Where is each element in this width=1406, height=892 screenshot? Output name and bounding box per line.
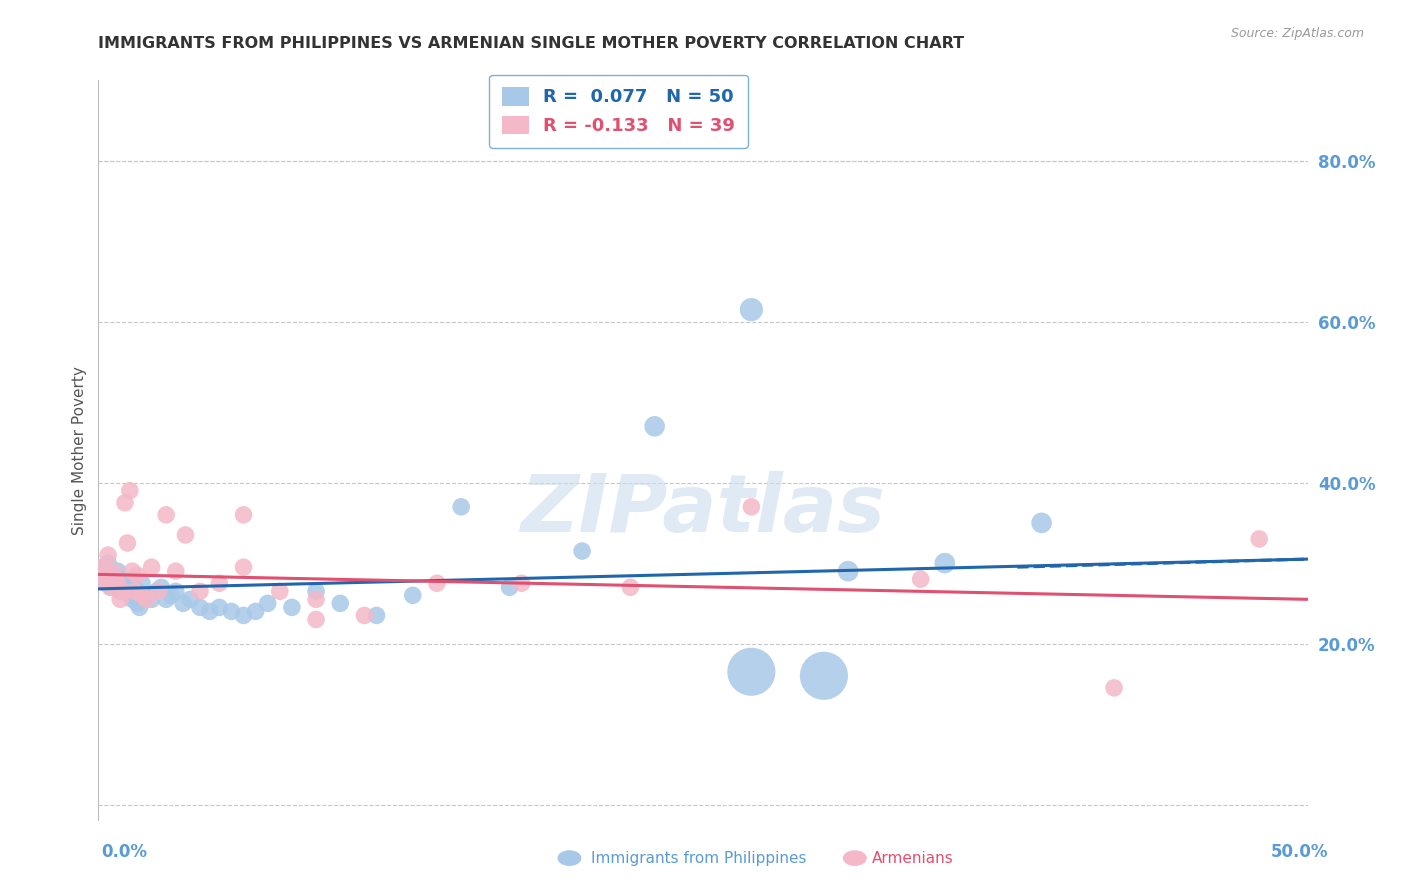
Point (100, 580, 122, 594)
Point (571, 544, 593, 558)
Point (1102, 681, 1125, 695)
Point (232, 560, 254, 574)
Point (305, 584, 328, 599)
Point (117, 536, 139, 550)
Point (644, 419, 666, 434)
Point (1031, 516, 1053, 530)
Point (402, 588, 425, 602)
Point (101, 564, 124, 578)
Point (111, 572, 134, 586)
Point (108, 592, 131, 607)
Point (232, 608, 254, 623)
Point (118, 588, 141, 602)
Point (426, 576, 449, 591)
Point (100, 572, 122, 586)
Point (141, 560, 163, 574)
Point (329, 596, 352, 610)
Text: Source: ZipAtlas.com: Source: ZipAtlas.com (1230, 27, 1364, 40)
Point (269, 584, 291, 599)
Text: Armenians: Armenians (872, 851, 953, 865)
Point (124, 580, 146, 594)
Point (179, 592, 201, 607)
Point (100, 580, 122, 594)
Point (256, 596, 278, 610)
Point (117, 580, 139, 594)
Point (281, 600, 304, 615)
Point (101, 568, 124, 582)
Point (165, 584, 187, 599)
Point (837, 564, 859, 578)
Point (188, 600, 211, 615)
Point (208, 600, 231, 615)
Point (208, 576, 231, 591)
Point (128, 600, 150, 615)
Point (127, 596, 149, 610)
Point (97, 556, 120, 570)
Point (232, 508, 254, 522)
Text: 0.0%: 0.0% (101, 843, 148, 861)
Point (90, 568, 112, 582)
Point (131, 576, 153, 591)
Point (165, 564, 187, 578)
Point (245, 604, 267, 618)
Point (148, 584, 170, 599)
Text: IMMIGRANTS FROM PHILIPPINES VS ARMENIAN SINGLE MOTHER POVERTY CORRELATION CHART: IMMIGRANTS FROM PHILIPPINES VS ARMENIAN … (98, 36, 965, 51)
Text: Immigrants from Philippines: Immigrants from Philippines (591, 851, 806, 865)
Point (94, 576, 117, 591)
Point (108, 584, 131, 599)
Point (104, 576, 127, 591)
Point (97, 548, 120, 562)
Point (910, 572, 932, 586)
Point (114, 496, 136, 510)
Point (131, 588, 153, 602)
Point (107, 576, 129, 591)
Point (91, 560, 114, 574)
Point (619, 580, 641, 594)
Point (94, 568, 117, 582)
Point (104, 572, 127, 586)
Point (198, 604, 221, 618)
Point (934, 556, 956, 570)
Point (305, 612, 328, 626)
Point (150, 580, 173, 594)
Point (107, 564, 129, 578)
Point (510, 576, 533, 591)
Point (1249, 532, 1271, 546)
Point (91, 560, 114, 574)
Point (135, 588, 157, 602)
Point (118, 483, 141, 498)
Point (353, 608, 375, 623)
Point (111, 584, 134, 599)
Point (121, 592, 143, 607)
Point (127, 568, 149, 582)
Point (141, 592, 163, 607)
Point (135, 592, 157, 607)
Point (160, 588, 183, 602)
Point (221, 604, 243, 618)
Point (155, 592, 177, 607)
Point (740, 500, 762, 514)
Text: 50.0%: 50.0% (1271, 843, 1329, 861)
Point (188, 584, 211, 599)
Point (305, 592, 328, 607)
Point (740, 665, 762, 679)
Point (124, 584, 146, 599)
Point (450, 500, 472, 514)
Point (121, 564, 143, 578)
Point (172, 596, 194, 610)
Point (114, 576, 136, 591)
Point (90, 572, 112, 586)
Point (145, 584, 167, 599)
Legend: R =  0.077   N = 50, R = -0.133   N = 39: R = 0.077 N = 50, R = -0.133 N = 39 (489, 75, 748, 147)
Point (366, 608, 388, 623)
Point (155, 508, 177, 522)
Point (740, 302, 762, 317)
Point (174, 528, 197, 542)
Point (813, 669, 835, 683)
Point (498, 580, 520, 594)
Y-axis label: Single Mother Poverty: Single Mother Poverty (72, 366, 87, 535)
Text: ZIPatlas: ZIPatlas (520, 471, 886, 549)
